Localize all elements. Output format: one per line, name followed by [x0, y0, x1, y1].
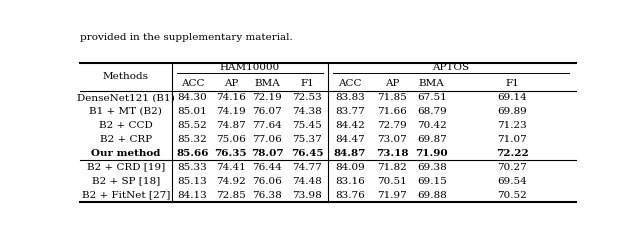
Text: 78.07: 78.07: [251, 149, 284, 158]
Text: 71.23: 71.23: [497, 121, 527, 130]
Text: 83.76: 83.76: [335, 191, 365, 200]
Text: 76.44: 76.44: [252, 163, 282, 172]
Text: 74.87: 74.87: [216, 121, 246, 130]
Text: 70.51: 70.51: [377, 177, 407, 186]
Text: 85.32: 85.32: [177, 135, 207, 144]
Text: 74.92: 74.92: [216, 177, 246, 186]
Text: 69.14: 69.14: [497, 93, 527, 102]
Text: 76.38: 76.38: [252, 191, 282, 200]
Text: 70.42: 70.42: [417, 121, 447, 130]
Text: 69.15: 69.15: [417, 177, 447, 186]
Text: Methods: Methods: [103, 72, 149, 81]
Text: 71.07: 71.07: [497, 135, 527, 144]
Text: 85.33: 85.33: [177, 163, 207, 172]
Text: 75.45: 75.45: [292, 121, 322, 130]
Text: 84.42: 84.42: [335, 121, 365, 130]
Text: BMA: BMA: [419, 79, 445, 88]
Text: 84.30: 84.30: [177, 93, 207, 102]
Text: HAM10000: HAM10000: [220, 63, 280, 72]
Text: provided in the supplementary material.: provided in the supplementary material.: [80, 33, 292, 42]
Text: 69.38: 69.38: [417, 163, 447, 172]
Text: 74.19: 74.19: [216, 107, 246, 116]
Text: 75.06: 75.06: [216, 135, 246, 144]
Text: 85.52: 85.52: [177, 121, 207, 130]
Text: B2 + CCD: B2 + CCD: [99, 121, 153, 130]
Text: 85.01: 85.01: [177, 107, 207, 116]
Text: 71.85: 71.85: [377, 93, 407, 102]
Text: 67.51: 67.51: [417, 93, 447, 102]
Text: 72.19: 72.19: [252, 93, 282, 102]
Text: 83.83: 83.83: [335, 93, 365, 102]
Text: 69.89: 69.89: [497, 107, 527, 116]
Text: 72.79: 72.79: [377, 121, 407, 130]
Text: 84.09: 84.09: [335, 163, 365, 172]
Text: 73.07: 73.07: [377, 135, 407, 144]
Text: 69.88: 69.88: [417, 191, 447, 200]
Text: 83.77: 83.77: [335, 107, 365, 116]
Text: 85.66: 85.66: [176, 149, 209, 158]
Text: 71.90: 71.90: [415, 149, 448, 158]
Text: 69.87: 69.87: [417, 135, 447, 144]
Text: 83.16: 83.16: [335, 177, 365, 186]
Text: 73.98: 73.98: [292, 191, 322, 200]
Text: 74.41: 74.41: [216, 163, 246, 172]
Text: ACC: ACC: [180, 79, 204, 88]
Text: 68.79: 68.79: [417, 107, 447, 116]
Text: B2 + FitNet [27]: B2 + FitNet [27]: [82, 191, 170, 200]
Text: 84.87: 84.87: [333, 149, 366, 158]
Text: 69.54: 69.54: [497, 177, 527, 186]
Text: 77.64: 77.64: [252, 121, 282, 130]
Text: AP: AP: [223, 79, 238, 88]
Text: 84.47: 84.47: [335, 135, 365, 144]
Text: 77.06: 77.06: [252, 135, 282, 144]
Text: 71.82: 71.82: [377, 163, 407, 172]
Text: 74.48: 74.48: [292, 177, 322, 186]
Text: 73.18: 73.18: [376, 149, 408, 158]
Text: 70.52: 70.52: [497, 191, 527, 200]
Text: F1: F1: [300, 79, 314, 88]
Text: 76.06: 76.06: [252, 177, 282, 186]
Text: 85.13: 85.13: [177, 177, 207, 186]
Text: 74.16: 74.16: [216, 93, 246, 102]
Text: Our method: Our method: [91, 149, 161, 158]
Text: 76.35: 76.35: [214, 149, 247, 158]
Text: 71.97: 71.97: [377, 191, 407, 200]
Text: 72.85: 72.85: [216, 191, 246, 200]
Text: 76.07: 76.07: [252, 107, 282, 116]
Text: B2 + SP [18]: B2 + SP [18]: [92, 177, 160, 186]
Text: ACC: ACC: [338, 79, 362, 88]
Text: BMA: BMA: [254, 79, 280, 88]
Text: 71.66: 71.66: [377, 107, 407, 116]
Text: 72.53: 72.53: [292, 93, 322, 102]
Text: AP: AP: [385, 79, 399, 88]
Text: 70.27: 70.27: [497, 163, 527, 172]
Text: DenseNet121 (B1): DenseNet121 (B1): [77, 93, 175, 102]
Text: F1: F1: [506, 79, 519, 88]
Text: B2 + CRD [19]: B2 + CRD [19]: [87, 163, 165, 172]
Text: 74.77: 74.77: [292, 163, 322, 172]
Text: B1 + MT (B2): B1 + MT (B2): [90, 107, 163, 116]
Text: 75.37: 75.37: [292, 135, 322, 144]
Text: B2 + CRP: B2 + CRP: [100, 135, 152, 144]
Text: 76.45: 76.45: [291, 149, 323, 158]
Text: APTOS: APTOS: [432, 63, 469, 72]
Text: 84.13: 84.13: [177, 191, 207, 200]
Text: 74.38: 74.38: [292, 107, 322, 116]
Text: 72.22: 72.22: [496, 149, 529, 158]
